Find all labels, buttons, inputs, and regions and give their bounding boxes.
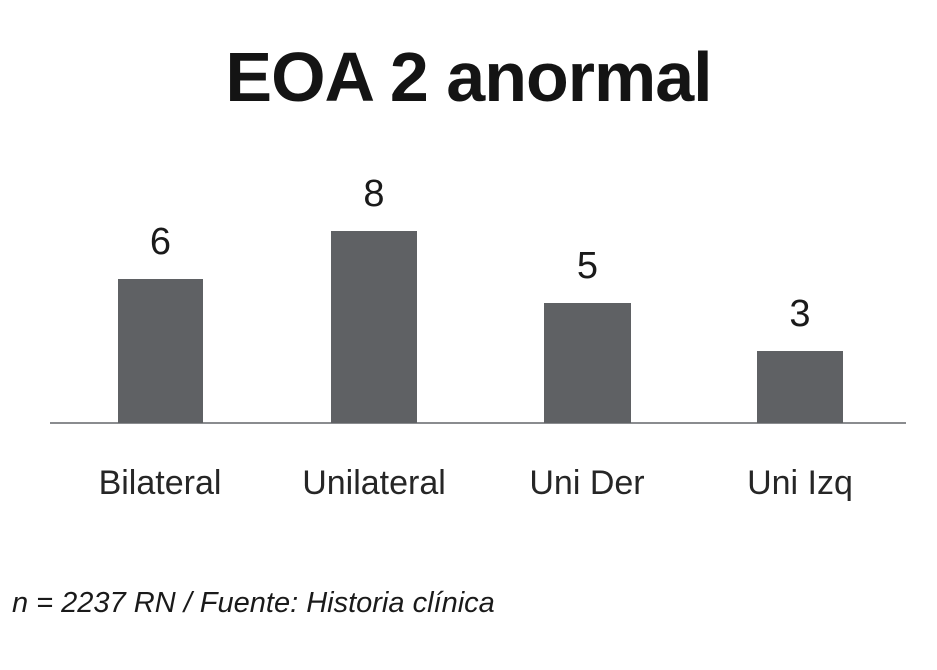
x-axis-line <box>50 422 906 424</box>
bar-uni-izq <box>757 351 843 423</box>
x-tick-label-uni-izq: Uni Izq <box>747 464 853 502</box>
x-tick-label-unilateral: Unilateral <box>302 464 446 502</box>
bar-value-label: 6 <box>149 221 172 263</box>
bar-unilateral <box>331 231 417 423</box>
x-tick-label-uni-der: Uni Der <box>529 464 645 502</box>
chart-footnote: n = 2237 RN / Fuente: Historia clínica <box>12 587 495 619</box>
bar-uni-der <box>544 303 631 423</box>
chart-title: EOA 2 anormal <box>225 38 712 116</box>
bar-value-label: 3 <box>789 293 811 335</box>
bar-value-label: 8 <box>363 173 385 215</box>
bar-value-label: 5 <box>576 245 599 287</box>
bar-bilateral <box>118 279 203 423</box>
x-tick-label-bilateral: Bilateral <box>98 464 222 502</box>
